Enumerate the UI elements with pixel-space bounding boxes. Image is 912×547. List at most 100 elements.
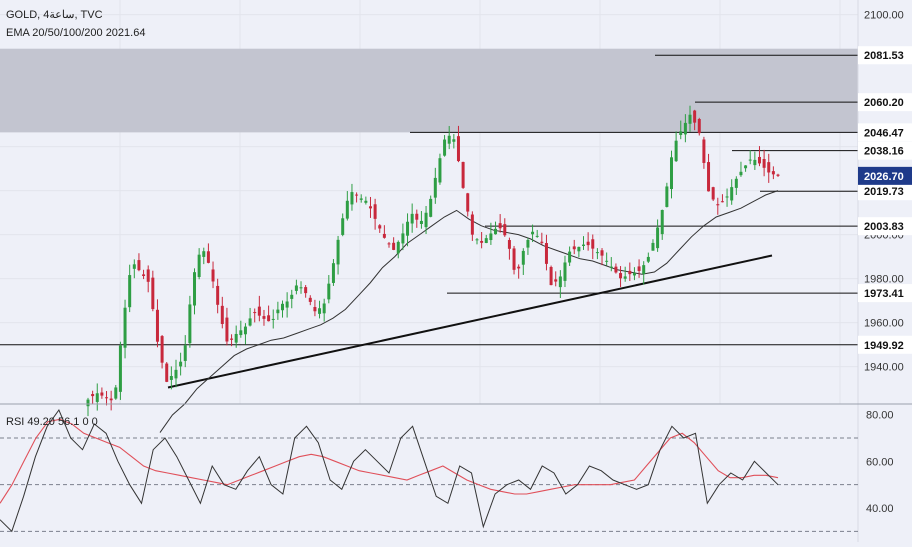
candle (128, 264, 132, 313)
candlesticks (86, 105, 780, 417)
candle (720, 194, 724, 203)
candle (197, 248, 201, 280)
candle (230, 334, 234, 347)
candle (327, 275, 331, 304)
candle (757, 146, 761, 167)
candle (438, 153, 442, 185)
level-tag-2081.53: 2081.53 (858, 46, 912, 65)
candle (521, 248, 525, 275)
svg-text:2019.73: 2019.73 (864, 186, 904, 198)
candle (86, 397, 90, 417)
candle (711, 186, 715, 202)
candle (308, 295, 312, 306)
candle (614, 263, 618, 274)
rsi-line (0, 408, 779, 533)
candle (632, 267, 636, 281)
candle (776, 173, 780, 177)
candle (549, 265, 553, 286)
rsi-tick-label: 40.00 (866, 503, 894, 515)
candle (507, 237, 511, 260)
candle (257, 295, 261, 322)
candle (637, 259, 641, 278)
candle (359, 194, 363, 203)
candle (702, 136, 706, 169)
svg-text:2081.53: 2081.53 (864, 50, 904, 62)
candle (183, 335, 187, 368)
candle (239, 320, 243, 338)
candle (100, 387, 104, 399)
candle (188, 295, 192, 348)
svg-text:1973.41: 1973.41 (864, 288, 904, 300)
svg-text:2026.70: 2026.70 (864, 171, 904, 183)
candle (253, 308, 257, 323)
candle (109, 390, 113, 411)
svg-text:2060.20: 2060.20 (864, 97, 904, 109)
candle (475, 237, 479, 245)
candle (373, 198, 377, 230)
candle (304, 285, 308, 298)
candle (466, 192, 470, 217)
candle (280, 300, 284, 318)
candle (382, 225, 386, 239)
candle (447, 126, 451, 150)
candle (674, 131, 678, 163)
level-tag-1973.41: 1973.41 (858, 284, 912, 303)
candle (355, 192, 359, 203)
level-tag-1949.92: 1949.92 (858, 335, 912, 354)
candle (725, 188, 729, 207)
candle (531, 224, 535, 243)
candle (429, 195, 433, 218)
candle (211, 261, 215, 289)
ema-line (159, 190, 779, 433)
candle (623, 266, 627, 282)
candle (651, 239, 655, 251)
candle (132, 259, 136, 279)
level-tag-2046.47: 2046.47 (858, 123, 912, 142)
candle (484, 234, 488, 244)
ascending-trendline[interactable] (167, 254, 773, 389)
candle (665, 182, 669, 208)
candle (563, 255, 567, 288)
candle (526, 237, 530, 255)
candle (512, 245, 516, 275)
candle (544, 234, 548, 271)
candle (470, 211, 474, 241)
candle (489, 222, 493, 245)
candle (424, 205, 428, 234)
candle (364, 196, 368, 205)
candle (290, 289, 294, 309)
candle (461, 161, 465, 189)
rsi-tick-label: 60.00 (866, 456, 894, 468)
candle (179, 352, 183, 376)
candle (202, 247, 206, 265)
candle (91, 390, 95, 404)
candle (95, 383, 99, 411)
candle (595, 248, 599, 260)
candle (392, 237, 396, 251)
price-level-tags: 2081.53 2060.20 2046.47 2038.16 2019.73 2003.… (858, 46, 912, 354)
candle (234, 325, 238, 348)
resistance-zone (0, 48, 858, 133)
candle (123, 299, 127, 359)
level-tag-2019.73: 2019.73 (858, 182, 912, 201)
candle (174, 359, 178, 388)
candle (771, 166, 775, 180)
rsi-legend: RSI 49.20 56.1 0 0 (6, 416, 98, 428)
candle (609, 257, 613, 272)
candle (345, 191, 349, 221)
candle (267, 305, 271, 322)
candle (165, 362, 169, 383)
candle (318, 300, 322, 319)
candle (586, 232, 590, 251)
candle (739, 161, 743, 177)
price-tick-label: 2100.00 (864, 10, 904, 22)
candle (331, 259, 335, 286)
svg-text:2003.83: 2003.83 (864, 221, 904, 233)
candle (679, 120, 683, 140)
candle (415, 209, 419, 228)
candle (767, 153, 771, 183)
level-tag-2003.83: 2003.83 (858, 217, 912, 236)
candle (577, 246, 581, 258)
